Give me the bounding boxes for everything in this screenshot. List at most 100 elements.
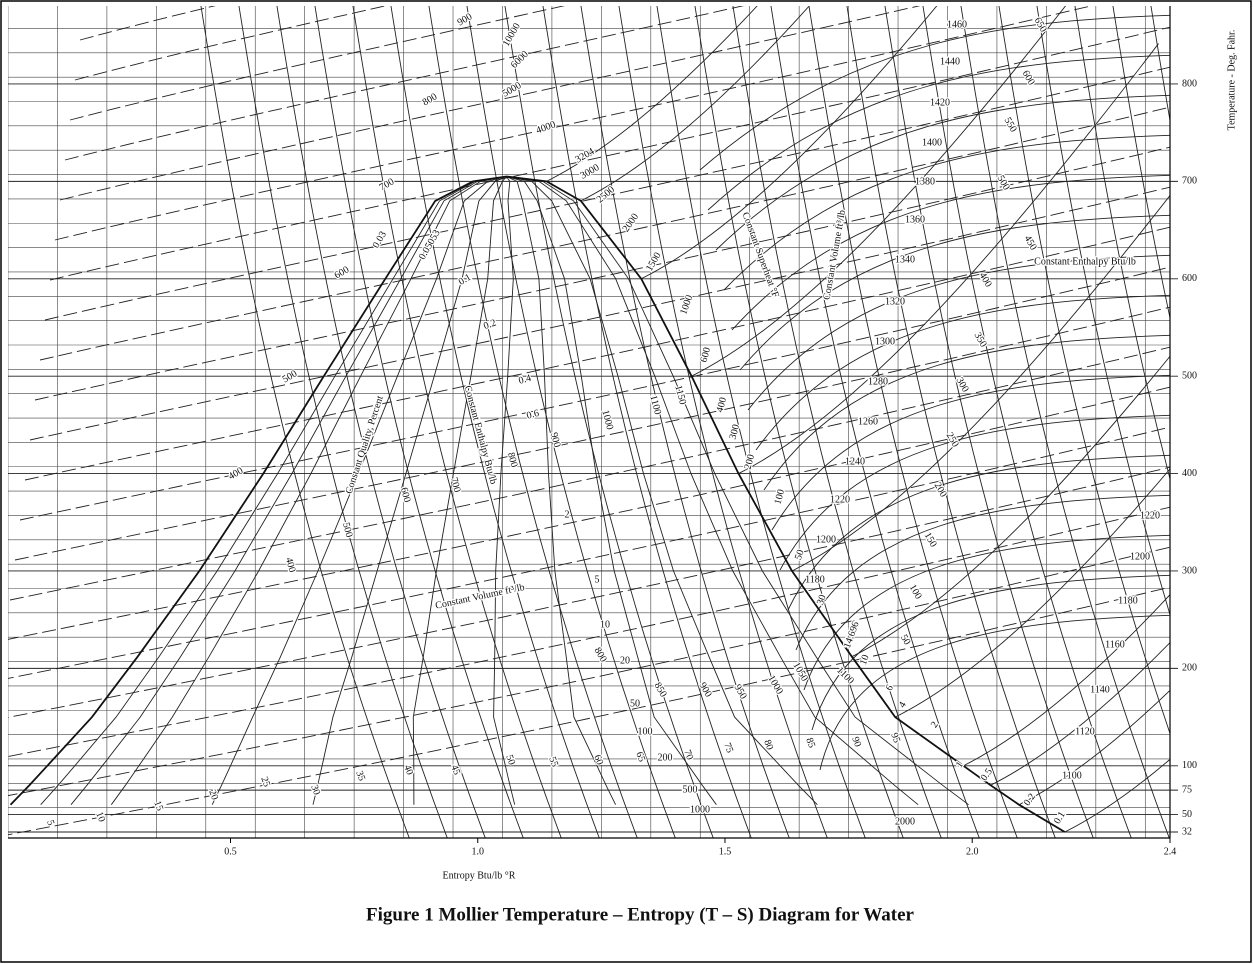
enthalpy-superheat — [772, 375, 1180, 530]
curve-label: 1420 — [930, 97, 950, 108]
curve-label: Constant Volume ft³/lb — [434, 582, 525, 612]
curve-label: 600 — [398, 486, 413, 503]
curve-label: 2000 — [621, 212, 641, 235]
curve-label: 950 — [732, 683, 749, 701]
curve-label: 0.1 — [1052, 810, 1068, 826]
y-tick-label: 100 — [1182, 760, 1197, 771]
y-tick-label: 300 — [1182, 565, 1197, 576]
curve-label: 30 — [308, 783, 322, 796]
curve-label: 2500 — [595, 184, 617, 205]
curve-label: 1160 — [1105, 639, 1125, 650]
enthalpy-superheat — [716, 95, 1180, 250]
volume-line — [0, 460, 1200, 720]
curve-label: 0.4 — [517, 373, 532, 387]
curve-label: 1120 — [1075, 726, 1095, 737]
curve-label: 0.6 — [525, 408, 540, 422]
curve-label: 450 — [1022, 234, 1039, 252]
curve-label: 500 — [683, 784, 698, 795]
curve-label: 300 — [954, 376, 971, 394]
curve-label: 0.05053 — [417, 228, 443, 262]
y-tick-label: 32 — [1182, 826, 1192, 837]
curve-label: 0.2 — [1022, 792, 1038, 809]
curve-label: 1280 — [868, 376, 888, 387]
curve-label: 900 — [456, 11, 474, 28]
curve-label: 25 — [258, 775, 272, 788]
curve-label: 1000 — [678, 294, 695, 317]
x-tick-label: 0.5 — [224, 846, 237, 857]
pressure-curve — [692, 0, 1112, 376]
curve-label: 65 — [633, 750, 647, 763]
volume-line — [25, 220, 1200, 480]
curve-label: 15 — [151, 799, 165, 812]
curve-label: 5 — [44, 819, 56, 827]
curve-label: 1150 — [672, 384, 688, 406]
curve-label: 200 — [658, 752, 673, 763]
curve-label: 30 — [815, 593, 829, 606]
curve-label: 1400 — [922, 137, 942, 148]
enthalpy-superheat — [820, 615, 1180, 770]
volume-line — [0, 420, 1200, 680]
volume-line — [20, 260, 1200, 520]
curve-label: 0.1 — [457, 272, 473, 288]
curve-label: 85 — [803, 736, 817, 749]
curve-label: 1100 — [1062, 770, 1082, 781]
curve-label: 1220 — [830, 494, 850, 505]
curve-label: 2 — [565, 509, 570, 520]
curve-label: 50 — [793, 548, 807, 561]
pressure-curve — [546, 0, 966, 181]
y-tick-label: 700 — [1182, 176, 1197, 187]
curve-label: 1000 — [690, 804, 710, 815]
volume-line — [35, 140, 1200, 400]
curve-label: 10 — [858, 653, 872, 666]
volume-line — [10, 340, 1200, 600]
volume-line — [75, 0, 1200, 80]
curve-label: 1220 — [1140, 510, 1160, 521]
y-tick-label: 200 — [1182, 663, 1197, 674]
curve-label: 75 — [721, 741, 735, 754]
curve-label: 45 — [448, 763, 462, 776]
curve-label: Constant Volume ft³/lb — [821, 209, 848, 300]
curve-label: 1380 — [915, 176, 935, 187]
curve-label: 90 — [849, 735, 863, 748]
curve-label: 1200 — [1130, 551, 1150, 562]
curve-label: 100 — [638, 726, 653, 737]
curve-label: 1320 — [885, 296, 905, 307]
curve-label: 1340 — [895, 254, 915, 265]
curve-label: 1300 — [875, 336, 895, 347]
curve-label: 100 — [773, 488, 788, 505]
curve-label: 1 — [954, 760, 966, 770]
curve-label: 4 — [897, 700, 909, 710]
curve-label: 1180 — [805, 574, 825, 585]
curve-label: 2000 — [895, 816, 915, 827]
curve-label: 250 — [944, 431, 961, 449]
curve-label: 50 — [630, 698, 640, 709]
curve-label: Constant Enthalpy Btu/lb — [1034, 256, 1136, 267]
y-tick-label: 400 — [1182, 468, 1197, 479]
curve-label: 1100 — [647, 394, 663, 416]
curve-label: 850 — [652, 681, 669, 699]
curve-label: 1240 — [845, 456, 865, 467]
curve-label: 1000 — [599, 409, 615, 431]
curve-label: 70 — [681, 748, 695, 761]
y-axis-label: Temperature - Deg. Fahr. — [1226, 30, 1237, 131]
curve-label: 10 — [600, 619, 610, 630]
enthalpy-superheat — [740, 215, 1180, 370]
curve-label: 55 — [546, 755, 560, 768]
curve-label: 700 — [378, 176, 396, 193]
curve-label: 95 — [888, 731, 902, 744]
x-tick-label: 2.0 — [966, 846, 979, 857]
curve-label: 150 — [922, 531, 939, 549]
curve-families — [0, 0, 1253, 840]
curve-label: 60 — [591, 753, 605, 766]
curve-label: 80 — [761, 738, 775, 751]
curve-label: 200 — [743, 453, 758, 470]
curve-label: 6 — [884, 683, 896, 693]
curve-label: 550 — [1002, 116, 1019, 134]
curve-label: 1500 — [644, 250, 664, 273]
curve-label: 900 — [697, 681, 714, 699]
y-tick-label: 500 — [1182, 370, 1197, 381]
curve-label: 2 — [929, 720, 941, 730]
curve-label: 400 — [715, 396, 730, 413]
chart: Entropy Btu/lb °R Temperature - Deg. Fah… — [0, 0, 1253, 964]
curve-label: 3000 — [578, 162, 601, 182]
